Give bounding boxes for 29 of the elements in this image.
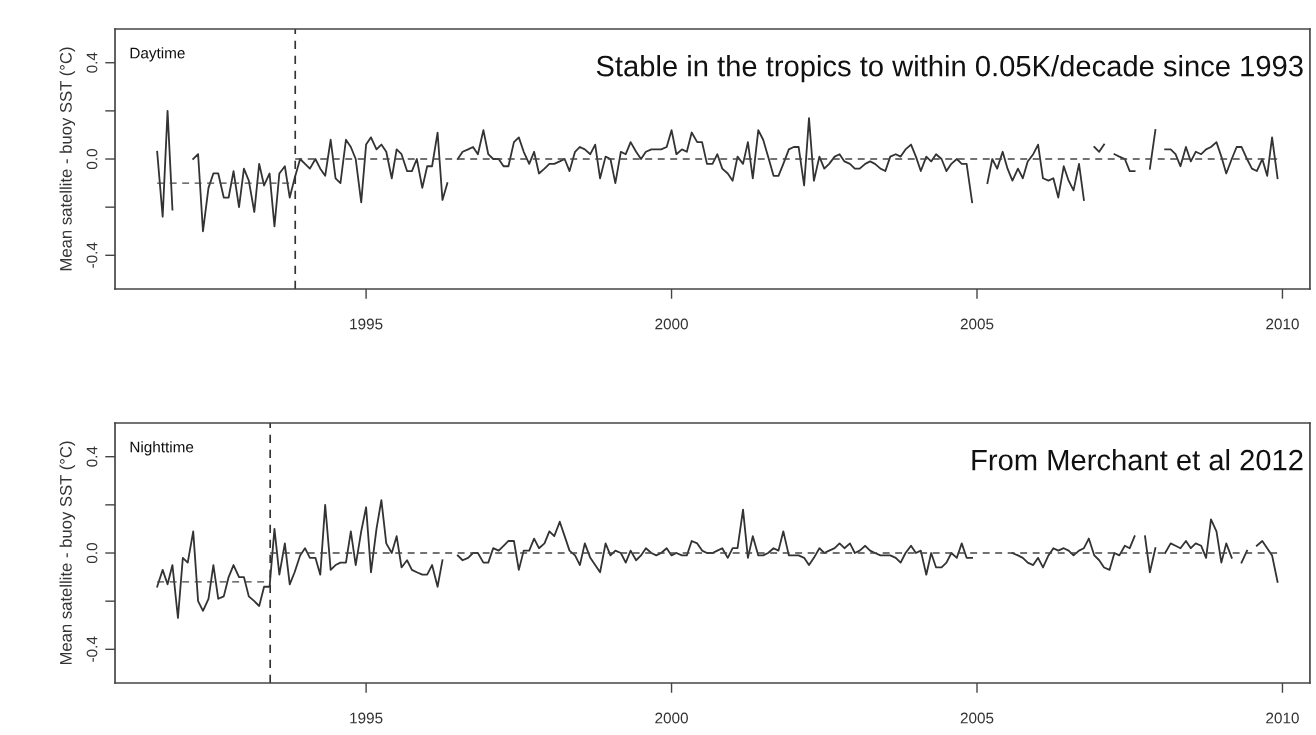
line-series — [456, 508, 974, 576]
y-tick-label: 0.0 — [86, 542, 98, 564]
line-series — [1164, 518, 1233, 564]
line-series — [1113, 153, 1136, 172]
x-tick-label: 2005 — [960, 318, 994, 330]
x-tick-label: 1995 — [350, 318, 383, 330]
line-series — [156, 109, 174, 218]
x-tick-label: 2000 — [655, 712, 688, 724]
annotation: From Merchant et al 2012 — [972, 449, 1303, 471]
x-tick-label: 2010 — [1266, 318, 1299, 330]
y-axis-title: Mean satellite - buoy SST (°C) — [59, 47, 76, 271]
line-series — [986, 143, 1085, 201]
y-tick-label: 0.4 — [86, 52, 98, 73]
y-axis-title: Mean satellite - buoy SST (°C) — [59, 441, 76, 665]
x-tick-label: 2010 — [1266, 712, 1299, 724]
y-tick-label: 0.4 — [86, 446, 98, 467]
line-series — [1255, 540, 1279, 583]
annotation: Daytime — [130, 47, 185, 62]
line-series — [456, 117, 974, 204]
y-tick-label: 0.0 — [86, 148, 98, 170]
x-tick-label: 2000 — [655, 318, 688, 330]
annotation: Stable in the tropics to within 0.05K/decade since 1993 — [596, 55, 1303, 83]
x-tick-label: 1995 — [350, 712, 383, 724]
line-series — [1011, 535, 1136, 571]
x-tick-label: 2005 — [960, 712, 994, 724]
line-series — [1164, 136, 1279, 180]
y-tick-label: -0.4 — [86, 636, 98, 662]
annotation: Nighttime — [130, 441, 194, 456]
y-tick-label: -0.4 — [86, 242, 98, 268]
